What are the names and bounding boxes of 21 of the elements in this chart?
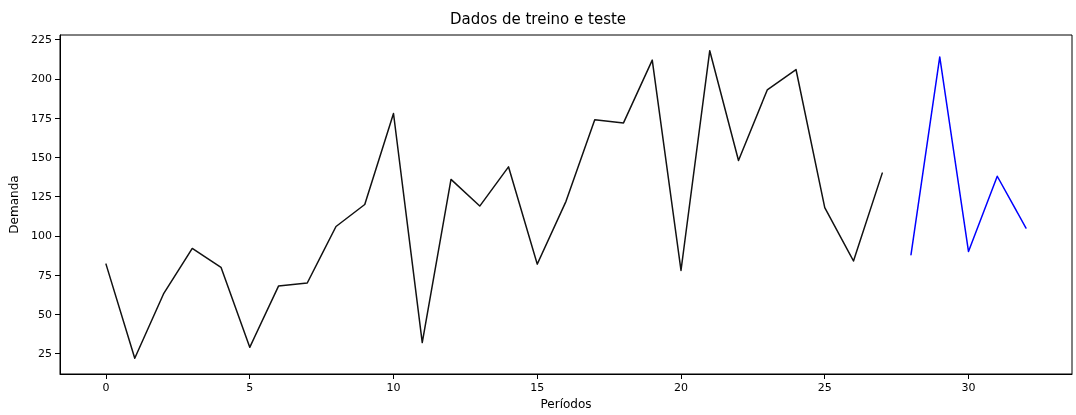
x-tick-label: 5 [246, 381, 254, 394]
y-tick-label: 100 [31, 229, 52, 243]
x-tick-label: 15 [530, 381, 545, 394]
x-tick-label: 0 [102, 381, 110, 394]
line-series [105, 49, 883, 360]
y-tick-label: 125 [31, 190, 52, 204]
y-tick-label: 175 [31, 111, 52, 125]
y-tick-label: 200 [31, 72, 52, 86]
x-tick-label: 20 [674, 381, 688, 394]
x-tick-label: 25 [817, 381, 832, 394]
y-tick-label: 50 [38, 307, 52, 321]
line-series [910, 56, 1027, 256]
x-axis-title: Períodos [540, 397, 592, 411]
y-axis-title: Demanda [7, 175, 21, 234]
y-tick-label: 225 [31, 33, 52, 47]
y-tick-label: 25 [38, 347, 52, 361]
x-tick-label: 30 [961, 381, 976, 394]
x-tick-label: 10 [386, 381, 401, 394]
chart-title: Dados de treino e teste [449, 9, 627, 28]
y-tick-label: 75 [38, 268, 52, 282]
y-tick-label: 150 [31, 150, 52, 164]
